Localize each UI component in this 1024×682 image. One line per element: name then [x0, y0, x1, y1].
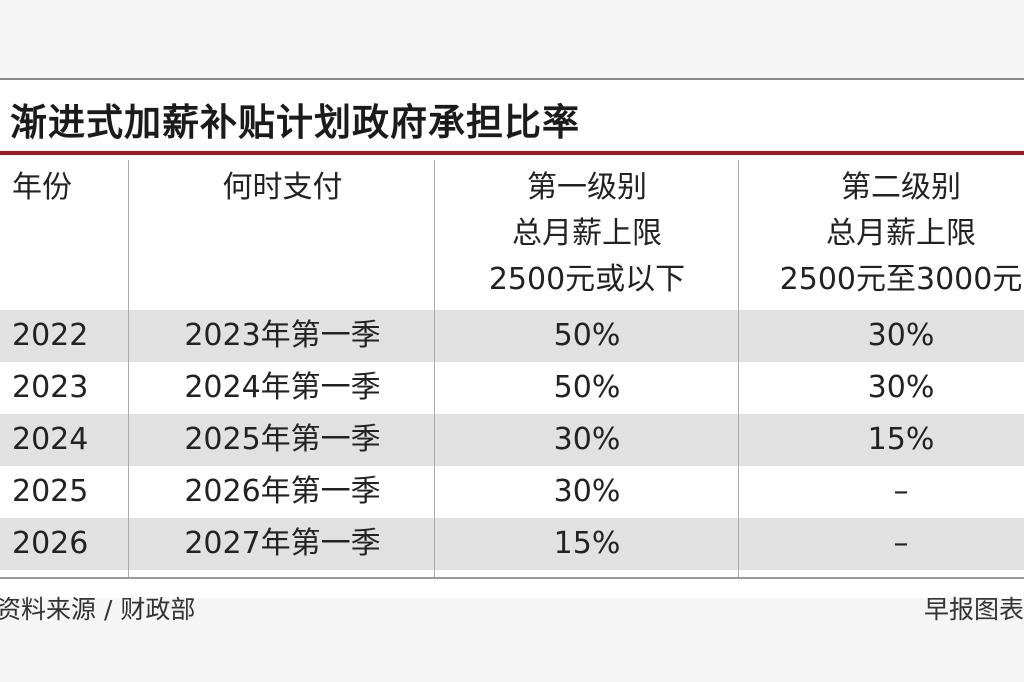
header-when-paid: 何时支付	[130, 155, 435, 320]
header-tier1-line1: 第一级别	[527, 170, 647, 205]
header-tier-2: 第二级别 总月薪上限 2500元至3000元	[741, 155, 1024, 320]
table-card: 渐进式加薪补贴计划政府承担比率 年份 何时支付 第一级别 总月薪上限 2500元…	[0, 78, 1024, 624]
cell-tier1-rate: 30%	[553, 474, 621, 509]
cell-tier1-rate: 50%	[553, 370, 621, 405]
cell-tier1-rate: 15%	[553, 526, 621, 561]
cell-tier2-rate: –	[893, 474, 909, 509]
cell-tier1-rate: 30%	[553, 422, 621, 457]
cell-tier2-rate: 30%	[867, 318, 935, 353]
cell-when-paid: 2026年第一季	[184, 474, 381, 509]
chart-credit: 早报图表	[923, 595, 1024, 624]
table-row: 2023 2024年第一季 50% 30%	[0, 362, 1024, 414]
cell-year: 2025	[12, 474, 89, 509]
source-note: 资料来源 / 财政部	[0, 595, 196, 624]
header-tier2-line2: 总月薪上限	[826, 216, 976, 251]
cell-when-paid: 2025年第一季	[184, 422, 381, 457]
header-tier1-line3: 2500元或以下	[488, 262, 686, 297]
column-divider	[128, 160, 129, 577]
table-row: 2024 2025年第一季 30% 15%	[0, 414, 1024, 466]
table-title: 渐进式加薪补贴计划政府承担比率	[10, 101, 580, 144]
table-header: 年份 何时支付 第一级别 总月薪上限 2500元或以下 第二级别 总月薪上限 2…	[0, 155, 1024, 310]
header-when-label: 何时支付	[222, 170, 343, 205]
table-row: 2025 2026年第一季 30% –	[0, 466, 1024, 518]
cell-when-paid: 2024年第一季	[184, 370, 381, 405]
table-row: 2026 2027年第一季 15% –	[0, 518, 1024, 570]
cell-year: 2023	[12, 370, 89, 405]
header-tier2-line3: 2500元至3000元	[779, 262, 1023, 297]
title-rule	[0, 151, 1024, 155]
header-tier-1: 第一级别 总月薪上限 2500元或以下	[437, 155, 737, 320]
header-year-label: 年份	[12, 170, 72, 205]
column-divider	[434, 160, 435, 577]
cell-tier2-rate: 30%	[867, 370, 935, 405]
cell-tier2-rate: –	[893, 526, 909, 561]
header-year: 年份	[12, 155, 122, 320]
header-tier1-line2: 总月薪上限	[512, 216, 662, 251]
table-row: 2022 2023年第一季 50% 30%	[0, 310, 1024, 362]
column-divider	[738, 160, 739, 577]
header-tier2-line1: 第二级别	[841, 170, 961, 205]
cell-year: 2022	[12, 318, 89, 353]
bottom-rule	[0, 577, 1024, 579]
cell-when-paid: 2027年第一季	[184, 526, 381, 561]
cell-year: 2026	[12, 526, 89, 561]
cell-when-paid: 2023年第一季	[184, 318, 381, 353]
top-rule	[0, 78, 1024, 80]
cell-year: 2024	[12, 422, 89, 457]
cell-tier1-rate: 50%	[553, 318, 621, 353]
cell-tier2-rate: 15%	[867, 422, 935, 457]
